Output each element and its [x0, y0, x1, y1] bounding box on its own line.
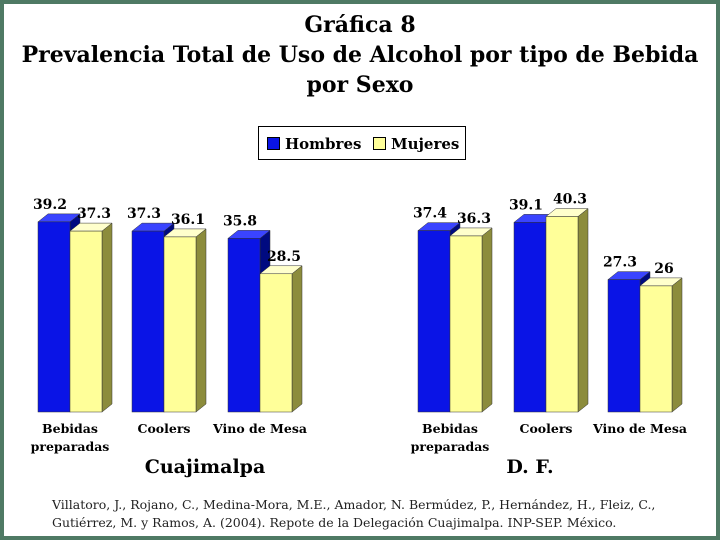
bar-df-hombres-0-value-label: 37.4 — [413, 206, 447, 222]
category-label-cuajimalpa-2-0: Vino de Mesa — [212, 421, 307, 436]
bar-cuajimalpa-hombres-1-value-label: 37.3 — [127, 206, 161, 222]
title-line-3: por Sexo — [306, 72, 414, 98]
legend-label-mujeres: Mujeres — [391, 135, 460, 153]
category-label-df-2-0: Vino de Mesa — [592, 421, 687, 436]
category-label-df-1-0: Coolers — [520, 421, 573, 436]
bar-df-hombres-0-front — [417, 230, 451, 413]
legend-swatch-hombres — [267, 137, 280, 150]
bar-cuajimalpa-hombres-0-value-label: 39.2 — [33, 197, 67, 213]
bar-cuajimalpa-mujeres-2 — [259, 265, 303, 413]
category-label-df-0-1: preparadas — [411, 439, 490, 454]
bar-cuajimalpa-mujeres-1-front — [163, 236, 197, 413]
bar-df-hombres-2-value-label: 27.3 — [603, 255, 637, 271]
bar-cuajimalpa-mujeres-1-side — [195, 228, 207, 413]
bar-cuajimalpa-hombres-2-front — [227, 238, 261, 413]
category-label-cuajimalpa-0-1: preparadas — [31, 439, 110, 454]
group-label-cuajimalpa: Cuajimalpa — [144, 456, 266, 478]
bar-df-mujeres-2-side — [671, 277, 683, 413]
title-line-1: Gráfica 8 — [304, 12, 416, 38]
chart-title: Gráfica 8 Prevalencia Total de Uso de Al… — [0, 10, 720, 100]
bar-df-mujeres-2-value-label: 26 — [654, 261, 673, 277]
legend-swatch-mujeres — [373, 137, 386, 150]
bar-df-mujeres-0-side — [481, 227, 493, 413]
bar-df-mujeres-1-value-label: 40.3 — [553, 192, 587, 208]
bar-cuajimalpa-mujeres-0-side — [101, 222, 113, 413]
category-label-cuajimalpa-1-0: Coolers — [138, 421, 191, 436]
bar-cuajimalpa-mujeres-0-value-label: 37.3 — [77, 206, 111, 222]
bar-df-mujeres-0-value-label: 36.3 — [457, 211, 491, 227]
bar-cuajimalpa-hombres-1-front — [131, 230, 165, 413]
legend-item-hombres: Hombres — [267, 135, 361, 153]
bar-cuajimalpa-mujeres-0-front — [69, 230, 103, 413]
bar-cuajimalpa-mujeres-1-value-label: 36.1 — [171, 212, 205, 228]
bar-cuajimalpa-hombres-2-value-label: 35.8 — [223, 213, 257, 229]
bar-df-mujeres-1-front — [545, 216, 579, 413]
legend-label-hombres: Hombres — [285, 135, 362, 153]
bar-cuajimalpa-mujeres-1 — [163, 228, 207, 413]
bar-df-hombres-1-value-label: 39.1 — [509, 197, 543, 213]
bar-df-mujeres-0 — [449, 227, 493, 413]
legend: Hombres Mujeres — [258, 126, 466, 160]
bar-cuajimalpa-mujeres-2-front — [259, 273, 293, 413]
bar-df-mujeres-0-front — [449, 235, 483, 413]
title-line-2: Prevalencia Total de Uso de Alcohol por … — [21, 42, 699, 68]
bar-cuajimalpa-hombres-0-front — [37, 221, 71, 413]
bar-cuajimalpa-mujeres-2-value-label: 28.5 — [267, 249, 301, 265]
group-label-df: D. F. — [506, 456, 554, 478]
citation: Villatoro, J., Rojano, C., Medina-Mora, … — [52, 497, 656, 530]
bar-df-mujeres-1-side — [577, 208, 589, 413]
bar-df-mujeres-2 — [639, 277, 683, 413]
bar-cuajimalpa-mujeres-0 — [69, 222, 113, 413]
bar-df-mujeres-2-front — [639, 285, 673, 413]
bar-cuajimalpa-mujeres-2-side — [291, 265, 303, 413]
bar-df-hombres-1-front — [513, 222, 547, 413]
legend-item-mujeres: Mujeres — [373, 135, 459, 153]
bar-df-mujeres-1 — [545, 208, 589, 413]
category-label-cuajimalpa-0-0: Bebidas — [42, 421, 98, 436]
category-label-df-0-0: Bebidas — [422, 421, 478, 436]
bar-df-hombres-2-front — [607, 279, 641, 413]
